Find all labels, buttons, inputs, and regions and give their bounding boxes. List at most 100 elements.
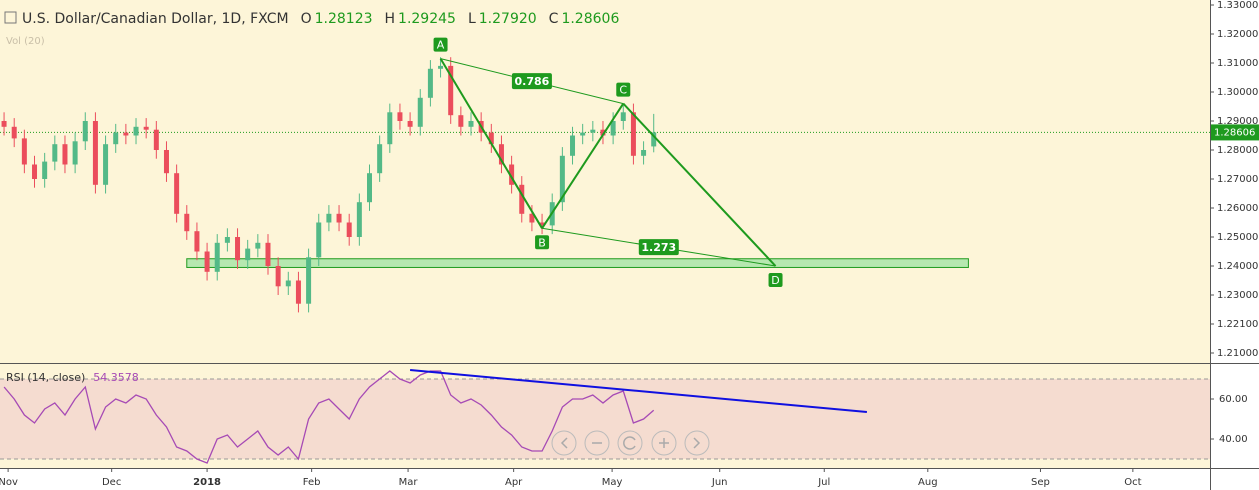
candle-body <box>590 129 596 133</box>
x-tick-label: Mar <box>399 477 419 488</box>
y-tick-label: 1.33000 <box>1217 0 1258 11</box>
x-tick-label: Dec <box>102 477 121 488</box>
ohlc-key: C <box>549 11 559 27</box>
candle-body <box>630 112 636 156</box>
candle-body <box>356 202 362 238</box>
pattern-point-label: B <box>538 236 546 249</box>
candle-body <box>42 161 48 179</box>
y-tick-label: 1.30000 <box>1217 87 1258 98</box>
pattern-point-badge <box>616 82 631 97</box>
candle-body <box>306 257 312 304</box>
y-tick-label: 1.26000 <box>1217 203 1258 214</box>
time-axis-bg <box>0 468 1259 490</box>
zoom-in-button[interactable] <box>651 430 677 456</box>
price-axis-bg <box>1210 0 1259 490</box>
candle-body <box>641 149 647 156</box>
reset-button[interactable] <box>617 430 643 456</box>
ohlc-value: 1.27920 <box>479 11 537 27</box>
collapse-icon[interactable] <box>4 11 17 24</box>
candle-body <box>600 129 606 136</box>
rsi-band <box>0 379 1210 459</box>
candle-body <box>387 112 393 145</box>
rsi-legend: RSI (14, close) 54.3578 <box>6 371 139 384</box>
candle-body <box>366 173 372 203</box>
candle-body <box>21 138 27 165</box>
candle-body <box>133 126 139 136</box>
candle-body <box>72 141 78 165</box>
candle-body <box>194 231 200 252</box>
y-tick-label: 1.32000 <box>1217 29 1258 40</box>
rsi-trendline <box>410 369 867 413</box>
zoom-out-button[interactable] <box>584 430 610 456</box>
pattern-point-label: C <box>619 84 627 97</box>
pattern-point-badge <box>768 273 783 288</box>
candle-body <box>570 135 576 156</box>
candle-body <box>559 155 565 203</box>
candle-body <box>113 132 119 145</box>
candle-body <box>397 112 403 121</box>
pattern-point-label: D <box>771 274 779 287</box>
candle-body <box>458 115 464 127</box>
candle-body <box>610 120 616 136</box>
candle-body <box>235 237 241 261</box>
zoom-controls <box>551 430 710 456</box>
candle-body <box>285 280 291 287</box>
candle-body <box>275 266 281 287</box>
volume-label: Vol (20) <box>6 36 45 47</box>
symbol-title: U.S. Dollar/Canadian Dollar, 1D, FXCM <box>22 11 289 27</box>
candle-body <box>52 144 58 162</box>
candle-body <box>153 129 159 150</box>
plot-layer: A B C D 0.786 1.273 <box>0 37 1210 464</box>
ratio-badge <box>511 73 552 90</box>
ohlc-value: 1.28606 <box>561 11 619 27</box>
x-tick-label: Jul <box>817 477 830 488</box>
candle-body <box>326 213 332 223</box>
x-tick-label: Jun <box>711 477 728 488</box>
x-tick-label: May <box>602 477 623 488</box>
candle-body <box>417 97 423 127</box>
candle-body <box>651 132 657 147</box>
ratio-label: 1.273 <box>641 241 676 254</box>
scroll-right-button[interactable] <box>684 430 710 456</box>
candle-body <box>143 126 149 130</box>
candle-body <box>184 213 190 232</box>
candle-body <box>438 65 444 69</box>
x-tick-label: Aug <box>918 477 938 488</box>
candle-body <box>427 68 433 98</box>
pattern-point-badge <box>535 235 550 250</box>
last-price-label: 1.28606 <box>1214 127 1255 138</box>
y-tick-label: 1.24000 <box>1217 261 1258 272</box>
x-tick-label: Oct <box>1124 477 1141 488</box>
rsi-line <box>3 370 655 464</box>
candle-body <box>498 144 504 165</box>
candle-body <box>214 242 220 272</box>
candle-body <box>265 242 271 267</box>
candle-body <box>295 280 301 304</box>
y-tick-label: 1.28000 <box>1217 145 1258 156</box>
candle-body <box>519 184 525 214</box>
candle-body <box>82 120 88 142</box>
candle-body <box>468 120 474 127</box>
candle-body <box>509 164 515 185</box>
scroll-left-button[interactable] <box>551 430 577 456</box>
ohlc-value: 1.29245 <box>398 11 456 27</box>
candle-body <box>529 213 535 223</box>
candle-body <box>62 144 68 165</box>
candle-body <box>620 112 626 121</box>
y-tick-label: 1.25000 <box>1217 232 1258 243</box>
y-tick-label: 1.22100 <box>1217 319 1258 330</box>
ohlc-key: L <box>468 11 476 27</box>
y-tick-label: 1.21000 <box>1217 348 1258 359</box>
candle-body <box>580 132 586 136</box>
candle-body <box>174 173 180 214</box>
candle-body <box>103 144 109 185</box>
x-tick-label: Feb <box>303 477 321 488</box>
x-tick-label: Nov <box>0 477 18 488</box>
candle-body <box>539 222 545 226</box>
rsi-y-tick-label: 60.00 <box>1219 394 1248 405</box>
legend: U.S. Dollar/Canadian Dollar, 1D, FXCM O 1.… <box>22 11 619 27</box>
candle-body <box>92 120 98 185</box>
candle-body <box>123 132 129 136</box>
candle-body <box>488 132 494 145</box>
